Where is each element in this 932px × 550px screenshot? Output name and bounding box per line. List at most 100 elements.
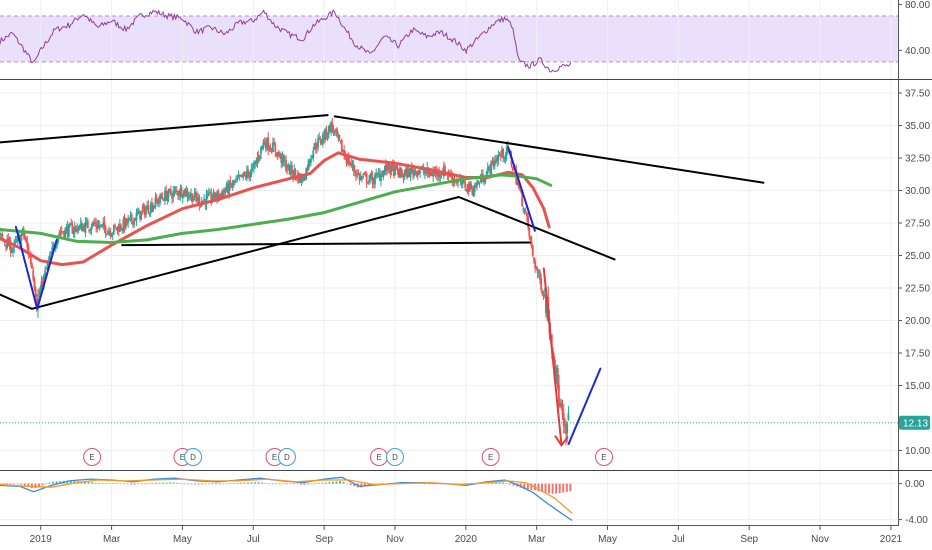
candle-body: [291, 165, 293, 175]
candle-body: [294, 169, 297, 175]
macd-histogram-bar: [342, 481, 345, 484]
candle-body: [410, 166, 413, 170]
time-tick-label: Nov: [386, 534, 404, 545]
macd-histogram-bar: [179, 483, 182, 484]
macd-histogram-bar: [424, 483, 427, 485]
macd-histogram-bar: [98, 483, 101, 484]
candle-body: [213, 192, 216, 199]
candle-body: [491, 160, 494, 163]
candle-body: [274, 144, 277, 152]
candle-body: [241, 174, 243, 178]
candle-body: [273, 142, 276, 146]
macd-histogram-bar: [526, 483, 529, 490]
candle-body: [554, 367, 557, 375]
candle-body: [277, 152, 280, 156]
candle-body: [52, 244, 55, 246]
candle-body: [476, 182, 478, 186]
candle-body: [300, 175, 303, 183]
candle-body: [292, 175, 295, 177]
candle-body: [60, 231, 63, 233]
time-tick-label: 2020: [455, 534, 478, 545]
macd-histogram-bar: [193, 483, 196, 485]
price-tick-label: 32.50: [905, 154, 930, 165]
candle-body: [511, 166, 514, 170]
candle-body: [232, 180, 235, 184]
macd-histogram-bar: [225, 483, 228, 485]
candle-body: [499, 155, 502, 157]
macd-histogram-bar: [66, 480, 69, 484]
candle-body: [559, 403, 562, 405]
candle-body: [126, 219, 128, 224]
macd-histogram-bar: [296, 483, 299, 485]
time-tick-label: May: [173, 534, 192, 545]
candle-body: [165, 190, 168, 201]
candle-body: [293, 170, 296, 178]
time-axis: 2019 Mar May Jul Sep Nov 2020 Mar May Jul Sep Nov 20…: [30, 526, 902, 545]
marker-label: E: [376, 453, 381, 462]
candle-body: [168, 188, 171, 191]
candle-body: [238, 174, 241, 177]
marker-label: D: [190, 453, 196, 462]
candle-body: [318, 137, 321, 139]
macd-histogram-bar: [105, 483, 108, 484]
candle-body: [394, 165, 397, 175]
macd-histogram-bar: [2, 483, 5, 485]
candle-body: [563, 423, 566, 427]
macd-histogram-bar: [491, 482, 494, 484]
candle-body: [334, 129, 337, 131]
candle-body: [465, 189, 468, 191]
macd-histogram-bar: [94, 482, 97, 484]
candle-body: [173, 190, 176, 192]
macd-histogram-bar: [285, 483, 288, 485]
macd-histogram-bar: [431, 483, 434, 485]
macd-histogram-bar: [523, 483, 526, 490]
candle-body: [63, 231, 65, 237]
candle-body: [67, 224, 70, 238]
macd-histogram-bar: [215, 483, 218, 485]
macd-histogram-bar: [512, 483, 515, 486]
candle-body: [179, 188, 182, 197]
candle-body: [260, 146, 262, 155]
candle-body: [432, 172, 435, 177]
macd-histogram-bar: [133, 483, 136, 485]
macd-histogram-bar: [169, 482, 172, 484]
candle-body: [516, 182, 519, 185]
candle-body: [59, 232, 62, 234]
macd-histogram-bar: [257, 482, 260, 484]
candle-body: [336, 128, 338, 137]
candle-body: [196, 196, 198, 202]
candle-body: [38, 295, 41, 297]
macd-histogram-bar: [328, 482, 331, 484]
candle-body: [27, 246, 30, 256]
candle-body: [135, 213, 138, 221]
candle-body: [205, 195, 208, 205]
candle-body: [202, 200, 204, 203]
candle-body: [79, 223, 82, 227]
candle-body: [406, 167, 408, 178]
candle-body: [167, 189, 170, 198]
candle-body: [236, 177, 239, 180]
candle-body: [541, 291, 544, 295]
macd-histogram-bar: [183, 483, 186, 485]
candle-body: [473, 185, 476, 193]
candle-body: [365, 173, 368, 183]
candle-body: [228, 181, 230, 195]
macd-histogram-bar: [254, 482, 257, 484]
macd-histogram-bar: [236, 482, 239, 484]
macd-axis: 0.00 -4.00: [898, 479, 928, 526]
candle-body: [181, 196, 184, 198]
candle-body: [521, 190, 524, 207]
marker-circle: [385, 448, 404, 466]
candle-body: [140, 210, 143, 220]
macd-tick-label: -4.00: [905, 515, 928, 526]
macd-histogram-bar: [243, 482, 246, 484]
candle-body: [479, 179, 482, 183]
candle-body: [89, 229, 92, 231]
candle-body: [356, 172, 359, 175]
macd-histogram-bar: [353, 483, 356, 487]
candle-body: [565, 425, 567, 435]
candle-body: [225, 183, 228, 191]
macd-histogram-bar: [211, 483, 214, 485]
candle-body: [542, 293, 545, 297]
